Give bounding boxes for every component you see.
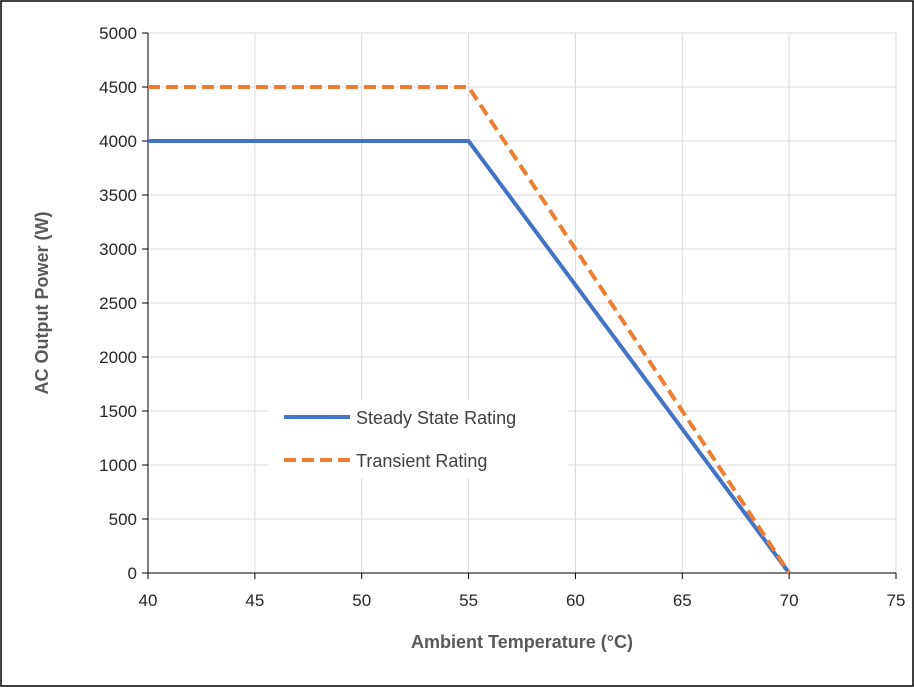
x-tick-label: 45 xyxy=(245,591,264,610)
legend: Steady State Rating Transient Rating xyxy=(268,400,568,478)
x-tick-label: 55 xyxy=(459,591,478,610)
x-tick-label: 75 xyxy=(887,591,906,610)
gridlines xyxy=(148,32,897,573)
y-tick-label: 0 xyxy=(128,564,137,583)
x-tick-label: 50 xyxy=(352,591,371,610)
y-tick-label: 2500 xyxy=(99,294,137,313)
y-axis-title: AC Output Power (W) xyxy=(32,212,52,395)
y-tick-label: 3500 xyxy=(99,186,137,205)
y-tick-label: 4500 xyxy=(99,78,137,97)
x-tick-label: 65 xyxy=(673,591,692,610)
axes: 0 500 1000 1500 2000 2500 3000 3500 4000 4500 5000… xyxy=(99,24,905,610)
x-tick-label: 70 xyxy=(780,591,799,610)
legend-label-steady-state: Steady State Rating xyxy=(356,408,516,428)
x-tick-label: 60 xyxy=(566,591,585,610)
y-tick-label: 500 xyxy=(109,510,137,529)
legend-label-transient: Transient Rating xyxy=(356,451,487,471)
series-line-steady-state-rating xyxy=(148,139,791,575)
y-tick-label: 2000 xyxy=(99,348,137,367)
x-axis-title: Ambient Temperature (°C) xyxy=(411,632,633,652)
x-tick-label: 40 xyxy=(139,591,158,610)
y-tick-label: 5000 xyxy=(99,24,137,43)
series-lines xyxy=(148,85,791,575)
legend-background xyxy=(268,400,568,478)
y-tick-label: 4000 xyxy=(99,132,137,151)
y-tick-label: 1500 xyxy=(99,402,137,421)
y-tick-label: 1000 xyxy=(99,456,137,475)
y-tick-label: 3000 xyxy=(99,240,137,259)
series-line-transient-rating xyxy=(148,85,791,575)
